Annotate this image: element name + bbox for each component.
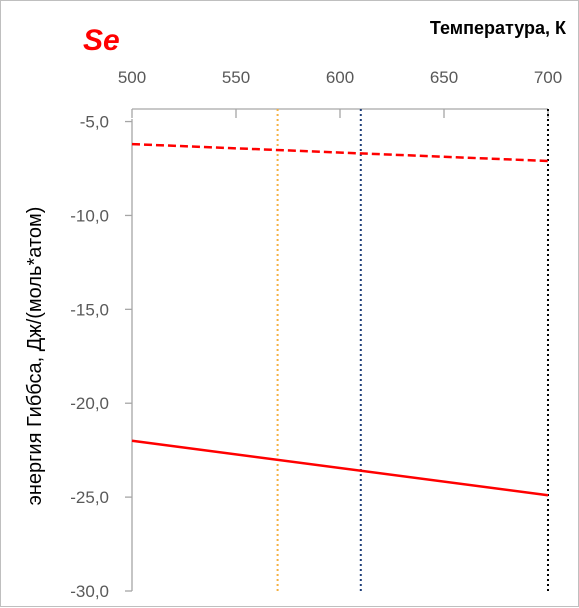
y-tick-label: -20,0 <box>70 394 109 413</box>
y-axis: -5,0 -10,0 -15,0 -20,0 -25,0 -30,0 <box>70 113 133 601</box>
x-tick-label: 500 <box>118 68 146 87</box>
series-lines <box>131 142 549 497</box>
x-tick-label: 550 <box>222 68 250 87</box>
x-tick-label: 650 <box>430 68 458 87</box>
y-tick-label: -25,0 <box>70 488 109 507</box>
y-tick-label: -5,0 <box>80 113 109 132</box>
x-axis-title: Температура, К <box>430 18 567 38</box>
y-tick-label: -10,0 <box>70 206 109 225</box>
x-axis: 500 550 600 650 700 <box>118 68 562 118</box>
y-tick-label: -15,0 <box>70 300 109 319</box>
reference-lines <box>276 109 549 591</box>
chart-title: Se <box>83 24 120 57</box>
x-tick-label: 600 <box>326 68 354 87</box>
y-tick-label: -30,0 <box>70 582 109 601</box>
x-tick-label: 700 <box>534 68 562 87</box>
series-line-1 <box>131 142 549 163</box>
y-axis-title: энергия Гиббса, Дж/(моль*атом) <box>24 207 46 506</box>
series-line-2 <box>131 439 549 497</box>
